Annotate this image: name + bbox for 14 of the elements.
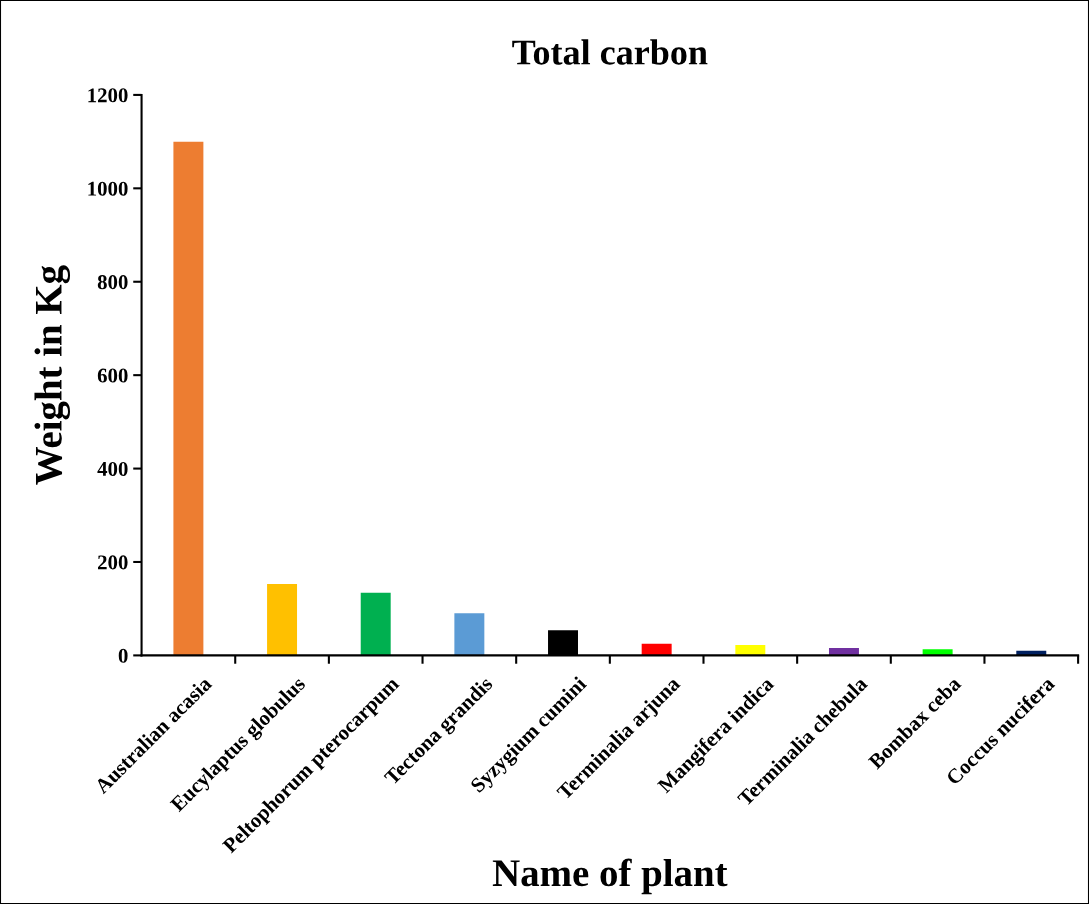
bar — [173, 141, 204, 656]
x-axis-title: Name of plant — [492, 858, 728, 895]
y-tick-label: 600 — [97, 368, 128, 383]
y-tick-label: 400 — [97, 461, 128, 477]
y-tick-label: 200 — [98, 555, 128, 570]
chart-title: Total carbon — [512, 39, 708, 65]
bar — [360, 592, 391, 656]
y-tick-label: 0 — [118, 648, 128, 663]
bar — [267, 583, 298, 656]
y-axis-title: Weight in Kg — [34, 265, 71, 485]
y-tick-label: 1200 — [88, 88, 128, 103]
bar — [454, 613, 485, 656]
y-tick-label: 1000 — [88, 181, 128, 196]
y-tick-label: 800 — [97, 275, 128, 290]
